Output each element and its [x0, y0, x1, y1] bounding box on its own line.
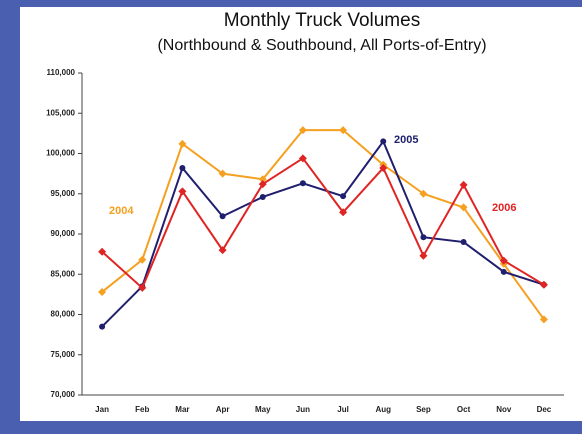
series-line [101, 129, 545, 320]
point [179, 164, 186, 171]
point [379, 163, 388, 172]
x-tick-label: Sep [416, 405, 431, 414]
point [219, 213, 226, 220]
point [380, 138, 387, 145]
point [298, 126, 307, 135]
x-tick-label: Aug [375, 405, 391, 414]
y-tick-label: 85,000 [51, 269, 76, 278]
point [299, 180, 306, 187]
point [419, 189, 428, 198]
y-tick-label: 80,000 [51, 310, 76, 319]
point [218, 169, 227, 178]
x-tick-label: Jul [337, 405, 349, 414]
point [419, 251, 428, 260]
y-tick-label: 105,000 [46, 108, 75, 117]
point [218, 246, 227, 255]
point [459, 203, 468, 212]
chart-subtitle: (Northbound & Southbound, All Ports-of-E… [157, 37, 486, 54]
point [178, 187, 187, 196]
point [98, 287, 107, 296]
x-tick-label: Mar [175, 405, 189, 414]
point [539, 315, 548, 324]
panel [20, 7, 582, 421]
series-label: 2006 [492, 202, 516, 214]
point [539, 280, 548, 289]
x-tick-label: Jan [95, 405, 109, 414]
y-tick-label: 110,000 [47, 68, 76, 77]
x-tick-label: May [255, 405, 271, 414]
chart-title: Monthly Truck Volumes [224, 10, 420, 31]
point [259, 193, 266, 200]
x-tick-label: Nov [496, 405, 512, 414]
point [340, 193, 347, 200]
series-label: 2004 [109, 205, 134, 217]
series-label: 2005 [394, 134, 418, 146]
point [460, 239, 467, 246]
point [258, 180, 267, 189]
point [500, 268, 507, 275]
point [178, 139, 187, 148]
series-line [101, 139, 545, 328]
y-tick-label: 95,000 [51, 189, 76, 198]
x-tick-label: Feb [135, 405, 149, 414]
point [138, 255, 147, 264]
series-line [101, 156, 545, 290]
x-tick-label: Dec [537, 405, 552, 414]
x-tick-label: Oct [457, 405, 471, 414]
x-tick-label: Jun [296, 405, 310, 414]
y-tick-label: 100,000 [46, 149, 75, 158]
point [98, 247, 107, 256]
x-tick-label: Apr [216, 405, 230, 414]
point [420, 234, 427, 241]
point [339, 208, 348, 217]
point [499, 256, 508, 265]
y-tick-label: 70,000 [51, 390, 76, 399]
point [298, 154, 307, 163]
point [138, 283, 147, 292]
point [339, 126, 348, 135]
point [258, 175, 267, 184]
y-tick-label: 90,000 [51, 229, 76, 238]
point [99, 323, 106, 330]
point [459, 180, 468, 189]
y-tick-label: 75,000 [51, 350, 76, 359]
